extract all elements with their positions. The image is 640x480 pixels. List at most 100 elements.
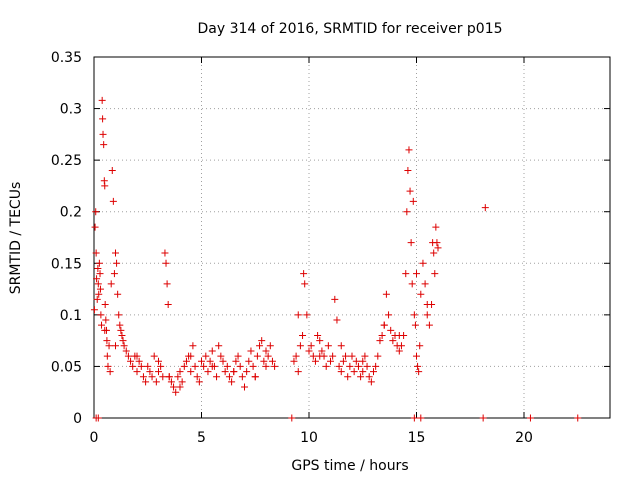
data-point [104,362,112,370]
y-tick-label: 0.35 [51,50,82,66]
data-point [253,352,261,360]
data-point [127,357,135,365]
data-point [361,352,369,360]
data-point [385,311,393,319]
y-tick-label: 0.15 [51,256,82,272]
data-point [115,311,123,319]
data-point [162,259,170,267]
data-point [357,373,365,381]
data-point [230,368,238,376]
data-point [208,347,216,355]
data-point [113,259,121,267]
data-point [102,316,110,324]
data-point [225,373,233,381]
data-point [221,368,229,376]
data-point [117,326,125,334]
data-point [112,249,119,257]
data-point [337,368,345,376]
data-point [200,362,208,370]
data-point [294,311,302,319]
data-point [180,362,188,370]
data-point [378,331,386,339]
data-point [417,414,425,422]
data-point [120,342,128,350]
x-axis-label: GPS time / hours [291,458,408,474]
data-point [410,414,418,422]
data-point [93,295,101,303]
data-point [144,362,152,370]
data-point [98,321,106,329]
data-point [574,414,582,422]
y-tick-label: 0.3 [60,102,82,118]
data-point [335,362,343,370]
data-point [376,337,384,345]
data-point [296,342,304,350]
data-point [262,347,270,355]
grid [94,57,610,418]
data-point [174,373,182,381]
data-point [307,342,315,350]
data-point [324,342,332,350]
data-point [348,352,356,360]
data-point [94,280,102,288]
y-axis-label: SRMTID / TECUs [8,182,24,295]
data-point [157,362,165,370]
data-point [234,352,242,360]
data-point [103,352,111,360]
data-point [432,223,440,231]
data-point [98,96,106,104]
data-point [103,337,111,345]
data-point [139,373,147,381]
data-point [258,337,266,345]
data-point [380,321,388,329]
data-point [95,290,103,298]
data-point [114,290,122,298]
data-point [247,347,255,355]
data-point [238,373,246,381]
data-point [318,347,326,355]
data-point [314,331,322,339]
data-point [137,362,145,370]
data-point [135,357,143,365]
data-point [407,239,415,247]
data-point [155,357,162,365]
data-point [189,342,197,350]
data-point [146,368,154,376]
data-point [208,362,216,370]
data-point [161,249,169,257]
chart-title: Day 314 of 2016, SRMTID for receiver p01… [197,21,502,37]
axis-ticks: 0 0.05 0.1 0.15 0.2 0.25 0.3 0.35 0 5 10 15 20 [51,50,610,446]
data-point [303,311,311,319]
data-point [344,373,352,381]
data-point [417,290,425,298]
data-point [333,316,341,324]
data-point [413,270,420,278]
data-point [148,373,156,381]
data-point [421,280,429,288]
data-point [290,357,298,365]
data-point [271,362,279,370]
data-point [101,326,109,334]
data-point [182,357,190,365]
data-point [90,306,98,314]
data-point [241,383,248,391]
data-point [300,270,308,278]
data-point [187,368,195,376]
data-point [256,342,264,350]
data-point [249,362,257,370]
data-point [217,352,225,360]
data-points [90,96,582,422]
data-point [367,378,375,386]
data-point [413,352,420,360]
data-point [408,280,416,288]
data-point [187,352,195,360]
y-tick-label: 0.2 [60,205,82,221]
data-point [409,197,417,205]
y-tick-label: 0.05 [51,359,82,375]
data-point [294,368,302,376]
data-point [204,368,212,376]
data-point [374,352,382,360]
data-point [342,352,350,360]
data-point [322,362,330,370]
data-point [264,352,272,360]
